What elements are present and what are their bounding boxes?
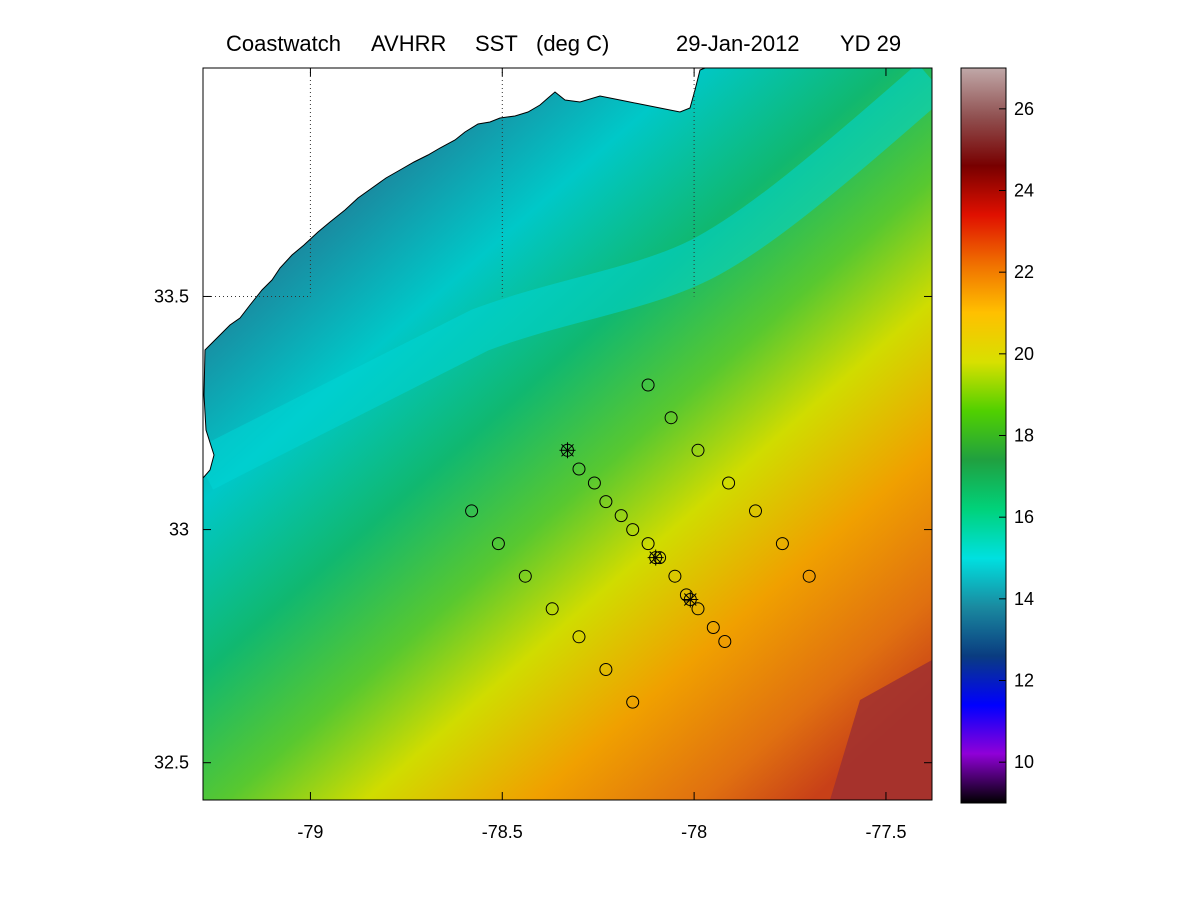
station-circle bbox=[691, 602, 705, 616]
lat-tick-label: 32.5 bbox=[154, 753, 189, 773]
station-star-ray bbox=[649, 551, 663, 564]
station-circle bbox=[518, 569, 532, 583]
station-circle bbox=[614, 509, 628, 523]
map-panel bbox=[203, 68, 932, 800]
station-circle bbox=[679, 588, 693, 602]
colorbar-tick-label: 24 bbox=[1014, 181, 1034, 201]
colorbar: 10 12 14 16 18 20 22 24 26 bbox=[960, 67, 1034, 804]
lon-tick-label: -78 bbox=[681, 822, 707, 842]
map-ticks: -79 -78.5 -78 -77.5 32.5 33 33.5 bbox=[154, 68, 932, 842]
station-circle bbox=[599, 495, 613, 509]
colorbar-tick-label: 26 bbox=[1014, 99, 1034, 119]
station-circle bbox=[722, 476, 736, 490]
title-sensor: AVHRR bbox=[371, 31, 446, 56]
station-circle bbox=[599, 663, 613, 676]
station-circle bbox=[691, 443, 705, 457]
station-circle bbox=[572, 630, 586, 644]
station-circle bbox=[668, 569, 682, 583]
warm-corner bbox=[830, 660, 932, 800]
colorbar-tick-label: 18 bbox=[1014, 426, 1034, 446]
station-circle bbox=[718, 635, 732, 648]
colorbar-tick-label: 12 bbox=[1014, 671, 1034, 691]
lat-tick-label: 33.5 bbox=[154, 286, 189, 306]
lat-tick-label: 33 bbox=[169, 520, 189, 540]
station-circle bbox=[641, 537, 655, 551]
colorbar-tick-label: 16 bbox=[1014, 507, 1034, 527]
station-circle bbox=[641, 378, 655, 392]
coastline bbox=[203, 68, 932, 479]
lon-tick-label: -78.5 bbox=[482, 822, 523, 842]
station-circle bbox=[626, 523, 640, 537]
lon-tick-label: -77.5 bbox=[865, 822, 906, 842]
lon-tick-label: -79 bbox=[297, 822, 323, 842]
station-star bbox=[559, 442, 576, 459]
station-star-ray bbox=[561, 443, 574, 457]
colorbar-ticks: 10 12 14 16 18 20 22 24 26 bbox=[999, 99, 1034, 772]
station-circle bbox=[587, 476, 601, 490]
title-product: SST bbox=[475, 31, 518, 56]
title-date: 29-Jan-2012 bbox=[676, 31, 800, 56]
map-frame bbox=[202, 67, 933, 801]
colorbar-gradient bbox=[961, 68, 1006, 803]
title-source: Coastwatch bbox=[226, 31, 341, 56]
station-circle bbox=[664, 411, 678, 425]
station-circle bbox=[572, 462, 586, 476]
colorbar-tick-label: 20 bbox=[1014, 344, 1034, 364]
station-circle bbox=[749, 504, 762, 518]
station-circle bbox=[626, 695, 640, 709]
title-yearday: YD 29 bbox=[840, 31, 901, 56]
station-circle bbox=[706, 621, 720, 634]
station-circle bbox=[465, 504, 479, 518]
station-star-ray bbox=[683, 593, 697, 606]
station-star bbox=[647, 549, 664, 566]
title-units: (deg C) bbox=[536, 31, 609, 56]
colorbar-tick-label: 10 bbox=[1014, 752, 1034, 772]
station-star bbox=[682, 591, 699, 608]
station-circle bbox=[775, 537, 789, 551]
station-markers bbox=[465, 378, 816, 709]
colorbar-tick-label: 22 bbox=[1014, 262, 1034, 282]
station-circle bbox=[802, 569, 816, 583]
station-circle bbox=[491, 537, 505, 551]
cold-tongue bbox=[203, 68, 932, 490]
colorbar-tick-label: 14 bbox=[1014, 589, 1034, 609]
station-circle bbox=[545, 602, 559, 616]
